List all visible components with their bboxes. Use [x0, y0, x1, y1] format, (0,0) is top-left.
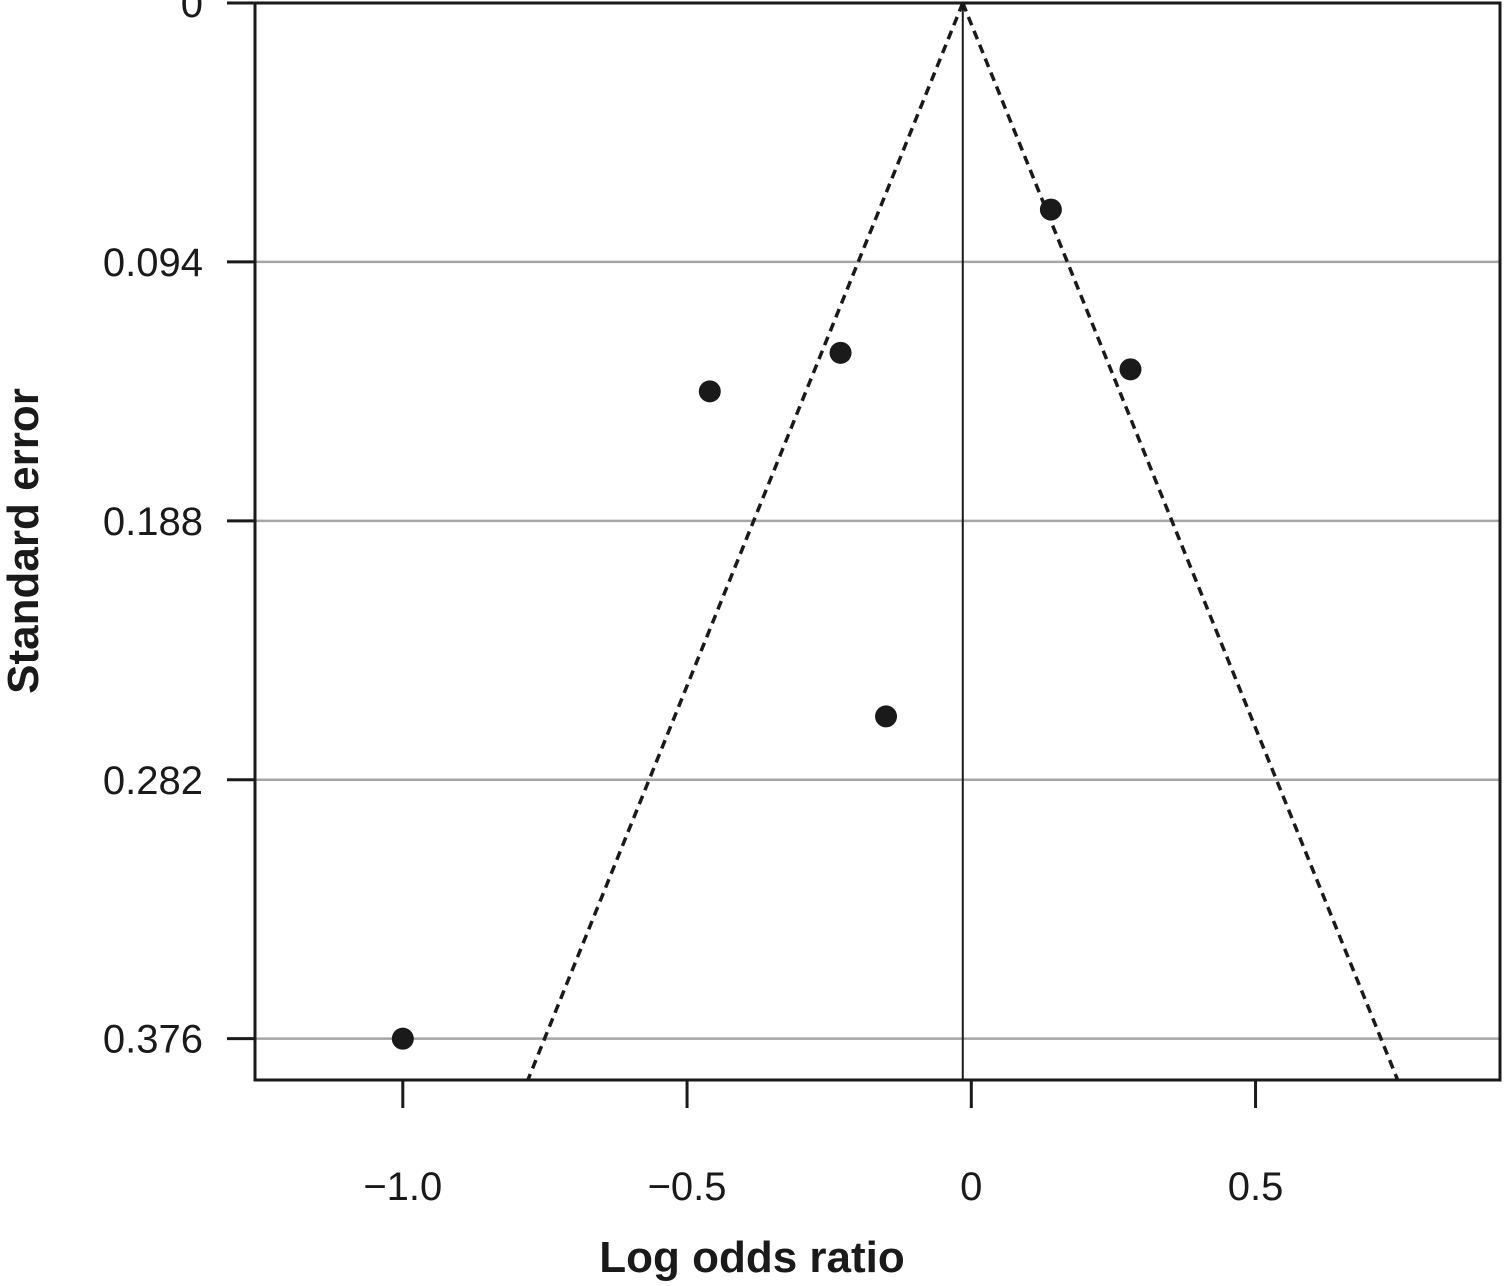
- data-point-3: [698, 380, 721, 403]
- y-axis: 0 0.094 0.188 0.282 0.376: [103, 0, 255, 1062]
- y-tick-label-4: 0.376: [103, 1018, 203, 1062]
- data-point-1: [829, 341, 852, 364]
- x-axis: −1.0 −0.5 0 0.5: [363, 1080, 1283, 1209]
- y-tick-label-2: 0.188: [103, 500, 203, 544]
- plot-frame: [253, 1, 1502, 1082]
- data-point-2: [1119, 358, 1142, 381]
- x-tick-label-2: 0: [960, 1165, 982, 1209]
- data-point-5: [391, 1027, 414, 1050]
- x-axis-title: Log odds ratio: [599, 1233, 905, 1282]
- x-tick-label-1: −0.5: [648, 1165, 727, 1209]
- y-tick-label-3: 0.282: [103, 759, 203, 803]
- y-axis-title: Standard error: [0, 388, 48, 694]
- y-tick-label-0: 0: [181, 0, 203, 26]
- data-point-4: [875, 705, 898, 728]
- funnel-limit-line-1: [961, 2, 1400, 1081]
- y-tick-label-1: 0.094: [103, 241, 203, 285]
- grid-lines: [255, 1, 1500, 1040]
- x-tick-label-0: −1.0: [363, 1165, 442, 1209]
- x-tick-label-3: 0.5: [1228, 1165, 1284, 1209]
- data-point-0: [1039, 198, 1062, 221]
- funnel-limits: [526, 2, 1400, 1081]
- funnel-limit-line-0: [526, 2, 965, 1081]
- data-points: [391, 198, 1142, 1050]
